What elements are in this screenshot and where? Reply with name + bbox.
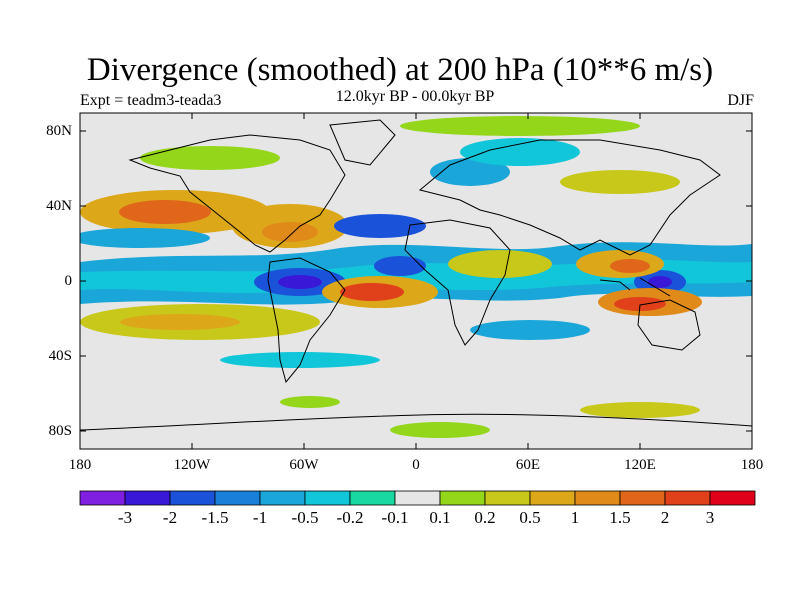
south-america-coast <box>267 257 346 384</box>
north-america-coast <box>128 134 346 253</box>
colorbar-label-7: 0.1 <box>429 508 451 527</box>
africa-coast <box>404 219 511 346</box>
colorbar-label-2: -1.5 <box>201 508 229 527</box>
pacific-low-core <box>278 275 322 289</box>
colorbar-swatch-9 <box>484 490 531 506</box>
south-ocean-low <box>220 352 380 368</box>
season-label: DJF <box>727 92 754 109</box>
arctic-positive <box>400 116 640 136</box>
colorbar <box>79 490 756 506</box>
indonesia-low-core <box>648 276 672 288</box>
colorbar-swatch-11 <box>574 490 621 506</box>
north-atlantic-low <box>334 214 426 238</box>
colorbar-swatch-2 <box>169 490 216 506</box>
colorbar-label-0: -3 <box>117 508 133 527</box>
coastlines <box>80 119 752 431</box>
lon-label-180e: 180 <box>740 457 764 473</box>
colorbar-swatch-1 <box>124 490 171 506</box>
colorbar-label-13: 3 <box>705 508 715 527</box>
australia-coast <box>637 299 701 351</box>
eurasia-coast <box>418 139 721 256</box>
antarctica-coast <box>80 413 752 431</box>
divergence-field <box>80 113 752 449</box>
colorbar-label-11: 1.5 <box>609 508 631 527</box>
experiment-label: Expt = teadm3-teada3 <box>80 92 222 109</box>
colorbar-swatch-4 <box>259 490 306 506</box>
southern-positive-1 <box>390 422 490 438</box>
colorbar-label-3: -1 <box>252 508 268 527</box>
colorbar-swatch-5 <box>304 490 351 506</box>
pacific-mid-low <box>80 228 210 248</box>
south-atlantic-high-core <box>340 283 404 301</box>
southern-positive-2 <box>280 396 340 408</box>
colorbar-label-1: -2 <box>162 508 178 527</box>
colorbar-swatch-0 <box>79 490 126 506</box>
west-pacific-high-core <box>614 297 666 311</box>
colorbar-label-8: 0.2 <box>474 508 496 527</box>
colorbar-swatch-13 <box>664 490 711 506</box>
colorbar-label-6: -0.1 <box>381 508 409 527</box>
lat-label-40n: 40N <box>46 198 72 214</box>
lat-label-0: 0 <box>64 273 73 289</box>
map-title: Divergence (smoothed) at 200 hPa (10**6 … <box>86 52 714 88</box>
colorbar-swatch-3 <box>214 490 261 506</box>
north-america-high-core <box>262 222 318 242</box>
colorbar-swatch-7 <box>394 490 441 506</box>
colorbar-swatch-14 <box>709 490 756 506</box>
lon-label-180w: 180 <box>68 457 92 473</box>
asia-high-core <box>610 259 650 273</box>
canada-positive <box>140 146 280 170</box>
siberia-low <box>460 138 580 166</box>
atlantic-low <box>374 256 426 276</box>
lon-label-0: 0 <box>412 457 420 473</box>
axis-ticks <box>80 113 752 449</box>
colorbar-swatch-6 <box>349 490 396 506</box>
indonesia-coast <box>599 277 671 297</box>
southern-positive-3 <box>580 402 700 418</box>
lon-label-120w: 120W <box>173 457 211 473</box>
colorbar-label-12: 2 <box>660 508 670 527</box>
lon-label-60e: 60E <box>515 457 541 473</box>
lat-label-80s: 80S <box>48 423 72 439</box>
colorbar-label-4: -0.5 <box>291 508 319 527</box>
lat-label-80n: 80N <box>46 123 72 139</box>
colorbar-label-5: -0.2 <box>336 508 364 527</box>
colorbar-swatch-8 <box>439 490 486 506</box>
colorbar-label-10: 1 <box>570 508 580 527</box>
greenland-coast <box>329 119 396 166</box>
north-pacific-high-core <box>119 200 211 224</box>
asia-positive <box>560 170 680 194</box>
lon-label-60w: 60W <box>289 457 319 473</box>
south-pacific-positive-core <box>120 314 240 330</box>
colorbar-swatch-10 <box>529 490 576 506</box>
colorbar-swatch-12 <box>619 490 666 506</box>
lon-label-120e: 120E <box>624 457 656 473</box>
africa-high <box>448 250 552 278</box>
colorbar-label-9: 0.5 <box>519 508 541 527</box>
lat-label-40s: 40S <box>48 348 72 364</box>
period-label: 12.0kyr BP - 00.0kyr BP <box>335 88 495 105</box>
south-indian-low <box>470 320 590 340</box>
